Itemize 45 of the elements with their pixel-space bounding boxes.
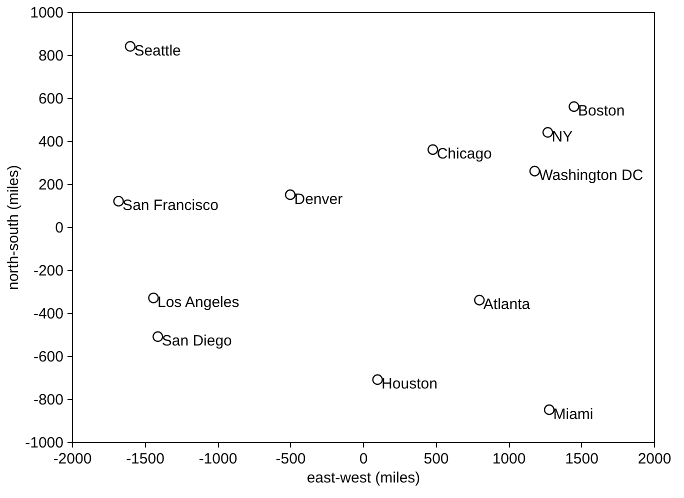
text: Miami <box>553 406 594 423</box>
text: Atlanta <box>483 296 530 314</box>
y-axis-title: north-south (miles) <box>5 164 22 290</box>
y-tick-label: 1000 <box>30 4 64 22</box>
point <box>113 196 124 207</box>
text: NY <box>552 128 573 146</box>
text: Chicago <box>436 146 492 163</box>
point <box>544 404 555 416</box>
y-tick-label: -1000 <box>25 434 64 452</box>
point <box>148 292 159 304</box>
x-tick-label: -2000 <box>53 450 92 468</box>
point <box>427 144 438 155</box>
x-tick-label: 1000 <box>492 450 526 468</box>
x-tick-label: 2000 <box>638 450 672 468</box>
text: San Diego <box>162 332 232 350</box>
x-tick-label: 500 <box>424 450 449 468</box>
y-tick-label: -800 <box>33 392 64 408</box>
point <box>372 374 383 385</box>
x-tick-label: -500 <box>276 450 306 468</box>
x-tick-label: -1000 <box>198 450 238 468</box>
text: San Francisco <box>122 197 218 214</box>
x-tick-label: 0 <box>359 450 368 468</box>
point <box>568 101 580 112</box>
point <box>284 189 296 200</box>
text: Seattle <box>134 42 181 60</box>
y-tick-label: 800 <box>38 48 64 64</box>
x-tick-label: 1500 <box>565 450 598 468</box>
text: Los Angeles <box>157 294 240 311</box>
y-tick-label: 0 <box>55 220 64 236</box>
y-tick-label: -200 <box>33 262 64 280</box>
point <box>152 331 164 342</box>
text: Washington DC <box>538 167 644 184</box>
x-tick-label: -1500 <box>126 450 164 468</box>
y-tick-label: 400 <box>38 134 64 150</box>
text: Houston <box>382 376 438 393</box>
y-tick-label: -400 <box>33 306 64 322</box>
x-axis-title: east-west (miles) <box>306 470 420 486</box>
y-tick-label: -600 <box>33 348 64 366</box>
y-tick-label: 600 <box>38 90 64 108</box>
point <box>124 41 136 52</box>
text: Boston <box>578 102 625 120</box>
point <box>474 294 485 306</box>
point <box>542 127 554 138</box>
y-tick-label: 200 <box>38 176 64 194</box>
text: Denver <box>294 190 343 208</box>
